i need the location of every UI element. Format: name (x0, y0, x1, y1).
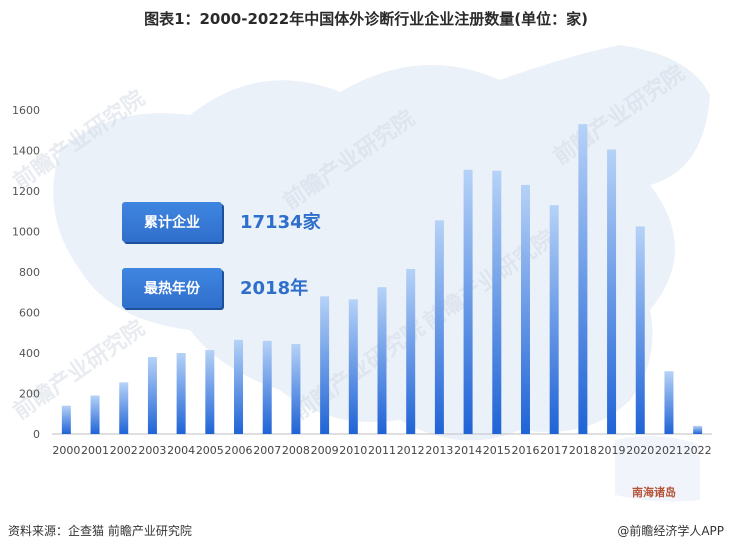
bar-2003 (147, 357, 157, 434)
bar-2008 (291, 343, 301, 434)
bar-2018 (578, 124, 588, 435)
y-tick-label: 1400 (12, 145, 40, 158)
bar-2009 (320, 296, 330, 434)
bar-2002 (119, 382, 129, 434)
callout-hottest-value: 2018年 (240, 278, 309, 299)
x-tick-label: 2006 (225, 444, 253, 457)
x-tick-label: 2012 (397, 444, 425, 457)
y-tick-label: 600 (19, 307, 40, 320)
bar-2022 (693, 425, 703, 434)
x-tick-label: 2014 (454, 444, 482, 457)
south-sea-islands-label: 南海诸岛 (632, 486, 676, 499)
bar-2016 (520, 184, 530, 434)
bar-2004 (176, 353, 186, 434)
x-tick-label: 2015 (483, 444, 511, 457)
x-tick-label: 2007 (253, 444, 281, 457)
bar-2006 (234, 339, 244, 434)
x-tick-label: 2009 (311, 444, 339, 457)
x-tick-label: 2020 (626, 444, 654, 457)
x-tick-label: 2011 (368, 444, 396, 457)
x-tick-label: 2022 (684, 444, 712, 457)
bar-2005 (205, 349, 215, 434)
watermark-text: 前瞻产业研究院 (9, 315, 150, 425)
south-sea-islands-inset (615, 436, 700, 502)
bar-2014 (463, 169, 473, 435)
x-tick-label: 2001 (81, 444, 109, 457)
y-tick-label: 400 (19, 347, 40, 360)
x-tick-label: 2018 (569, 444, 597, 457)
chart-title: 图表1：2000-2022年中国体外诊断行业企业注册数量(单位：家) (144, 10, 588, 28)
callout-hottest-label: 最热年份 (122, 268, 222, 308)
bar-2021 (664, 371, 674, 434)
source-note: 资料来源：企查猫 前瞻产业研究院 (8, 524, 192, 538)
x-tick-label: 2002 (110, 444, 138, 457)
bar-2001 (90, 395, 100, 434)
china-map-silhouette (53, 45, 711, 441)
y-tick-label: 1200 (12, 185, 40, 198)
y-tick-label: 0 (33, 428, 40, 441)
bar-2011 (377, 287, 387, 434)
x-tick-label: 2008 (282, 444, 310, 457)
y-tick-label: 1600 (12, 104, 40, 117)
bar-2013 (434, 220, 444, 434)
x-tick-label: 2005 (196, 444, 224, 457)
x-tick-label: 2021 (655, 444, 683, 457)
bar-2015 (492, 170, 502, 434)
x-tick-label: 2016 (511, 444, 539, 457)
x-tick-label: 2004 (167, 444, 195, 457)
brand-note: @前瞻经济学人APP (617, 524, 724, 538)
y-tick-label: 200 (19, 388, 40, 401)
y-tick-label: 800 (19, 266, 40, 279)
bar-2020 (635, 226, 645, 434)
x-tick-label: 2013 (425, 444, 453, 457)
y-tick-label: 1000 (12, 226, 40, 239)
bar-2000 (61, 405, 71, 434)
x-tick-label: 2000 (52, 444, 80, 457)
bar-2012 (406, 268, 416, 434)
x-tick-label: 2019 (598, 444, 626, 457)
bar-2010 (348, 299, 358, 434)
x-tick-label: 2003 (138, 444, 166, 457)
callout-total-label: 累计企业 (122, 202, 222, 242)
bar-2019 (607, 149, 617, 435)
bar-2017 (549, 205, 559, 434)
x-tick-label: 2017 (540, 444, 568, 457)
x-tick-label: 2010 (339, 444, 367, 457)
callout-total-value: 17134家 (240, 212, 321, 233)
bar-2007 (262, 340, 272, 434)
